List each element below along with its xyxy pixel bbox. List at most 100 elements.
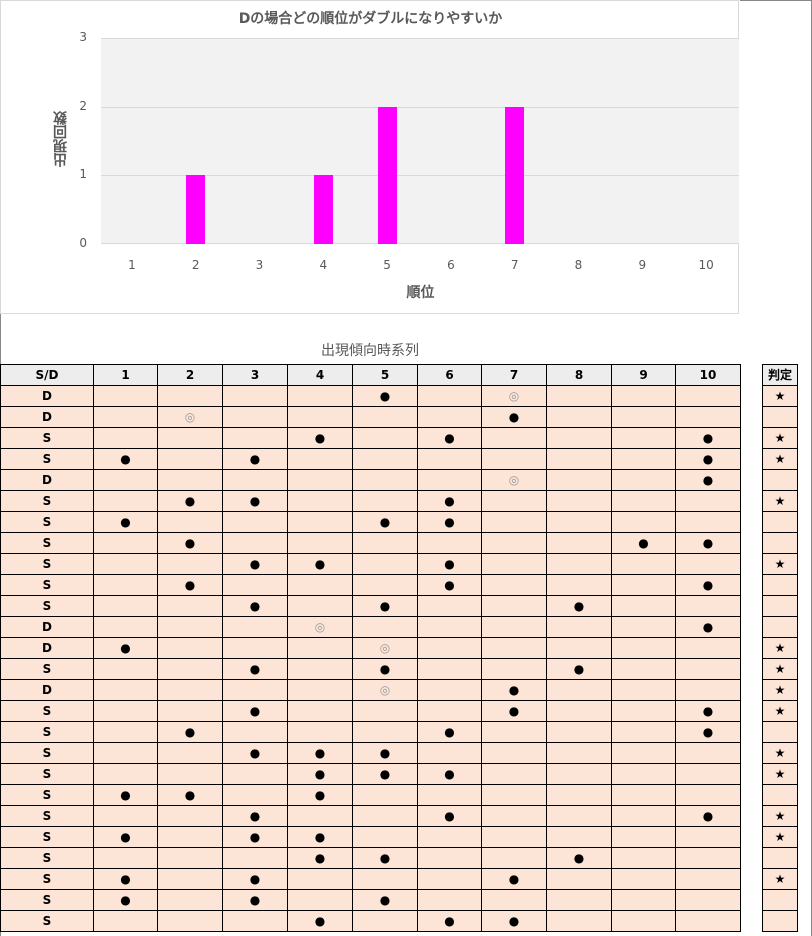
filled-circle-mark[interactable]: ● bbox=[417, 805, 482, 827]
empty-cell[interactable] bbox=[93, 616, 158, 638]
empty-cell[interactable] bbox=[417, 889, 482, 911]
empty-cell[interactable] bbox=[352, 700, 418, 722]
filled-circle-mark[interactable]: ● bbox=[417, 511, 482, 533]
empty-cell[interactable] bbox=[417, 385, 482, 407]
empty-cell[interactable] bbox=[611, 721, 676, 743]
empty-cell[interactable] bbox=[675, 742, 741, 764]
filled-circle-mark[interactable]: ● bbox=[93, 868, 158, 890]
empty-cell[interactable] bbox=[93, 385, 158, 407]
sd-cell[interactable]: S bbox=[0, 490, 94, 512]
filled-circle-mark[interactable]: ● bbox=[611, 532, 676, 554]
filled-circle-mark[interactable]: ● bbox=[93, 784, 158, 806]
empty-cell[interactable] bbox=[222, 574, 288, 596]
empty-cell[interactable] bbox=[417, 679, 482, 701]
empty-cell[interactable] bbox=[481, 721, 547, 743]
empty-cell[interactable] bbox=[157, 553, 223, 575]
empty-cell[interactable] bbox=[546, 826, 612, 848]
empty-cell[interactable] bbox=[762, 532, 798, 554]
sd-cell[interactable]: S bbox=[0, 826, 94, 848]
empty-cell[interactable] bbox=[481, 784, 547, 806]
filled-circle-mark[interactable]: ● bbox=[675, 448, 741, 470]
filled-circle-mark[interactable]: ● bbox=[222, 595, 288, 617]
column-header[interactable]: 8 bbox=[546, 364, 612, 386]
empty-cell[interactable] bbox=[352, 490, 418, 512]
empty-cell[interactable] bbox=[93, 847, 158, 869]
empty-cell[interactable] bbox=[481, 826, 547, 848]
filled-circle-mark[interactable]: ● bbox=[675, 721, 741, 743]
empty-cell[interactable] bbox=[287, 805, 353, 827]
empty-cell[interactable] bbox=[352, 826, 418, 848]
empty-cell[interactable] bbox=[675, 406, 741, 428]
empty-cell[interactable] bbox=[287, 679, 353, 701]
empty-cell[interactable] bbox=[611, 469, 676, 491]
filled-circle-mark[interactable]: ● bbox=[481, 910, 547, 932]
empty-cell[interactable] bbox=[611, 490, 676, 512]
empty-cell[interactable] bbox=[222, 847, 288, 869]
empty-cell[interactable] bbox=[352, 406, 418, 428]
column-header[interactable]: 5 bbox=[352, 364, 418, 386]
filled-circle-mark[interactable]: ● bbox=[157, 490, 223, 512]
filled-circle-mark[interactable]: ● bbox=[675, 616, 741, 638]
empty-cell[interactable] bbox=[157, 910, 223, 932]
empty-cell[interactable] bbox=[481, 658, 547, 680]
sd-cell[interactable]: S bbox=[0, 427, 94, 449]
empty-cell[interactable] bbox=[157, 469, 223, 491]
bar-2[interactable] bbox=[186, 175, 206, 244]
filled-circle-mark[interactable]: ● bbox=[222, 742, 288, 764]
empty-cell[interactable] bbox=[157, 616, 223, 638]
column-header[interactable]: 3 bbox=[222, 364, 288, 386]
empty-cell[interactable] bbox=[546, 469, 612, 491]
empty-cell[interactable] bbox=[157, 742, 223, 764]
empty-cell[interactable] bbox=[675, 658, 741, 680]
star-icon[interactable]: ★ bbox=[762, 385, 798, 407]
empty-cell[interactable] bbox=[417, 616, 482, 638]
empty-cell[interactable] bbox=[762, 721, 798, 743]
empty-cell[interactable] bbox=[222, 469, 288, 491]
empty-cell[interactable] bbox=[287, 658, 353, 680]
filled-circle-mark[interactable]: ● bbox=[287, 847, 353, 869]
empty-cell[interactable] bbox=[417, 658, 482, 680]
sd-cell[interactable]: S bbox=[0, 658, 94, 680]
filled-circle-mark[interactable]: ● bbox=[93, 637, 158, 659]
empty-cell[interactable] bbox=[481, 595, 547, 617]
filled-circle-mark[interactable]: ● bbox=[481, 700, 547, 722]
empty-cell[interactable] bbox=[222, 385, 288, 407]
empty-cell[interactable] bbox=[352, 910, 418, 932]
filled-circle-mark[interactable]: ● bbox=[352, 511, 418, 533]
sd-cell[interactable]: D bbox=[0, 406, 94, 428]
empty-cell[interactable] bbox=[611, 763, 676, 785]
empty-cell[interactable] bbox=[93, 658, 158, 680]
double-circle-mark[interactable]: ◎ bbox=[287, 616, 353, 638]
filled-circle-mark[interactable]: ● bbox=[675, 427, 741, 449]
empty-cell[interactable] bbox=[762, 847, 798, 869]
empty-cell[interactable] bbox=[222, 784, 288, 806]
filled-circle-mark[interactable]: ● bbox=[352, 595, 418, 617]
empty-cell[interactable] bbox=[417, 700, 482, 722]
bar-4[interactable] bbox=[313, 175, 333, 244]
empty-cell[interactable] bbox=[157, 826, 223, 848]
empty-cell[interactable] bbox=[222, 532, 288, 554]
empty-cell[interactable] bbox=[546, 805, 612, 827]
empty-cell[interactable] bbox=[546, 490, 612, 512]
double-circle-mark[interactable]: ◎ bbox=[157, 406, 223, 428]
sd-cell[interactable]: S bbox=[0, 784, 94, 806]
empty-cell[interactable] bbox=[93, 406, 158, 428]
empty-cell[interactable] bbox=[762, 574, 798, 596]
empty-cell[interactable] bbox=[157, 763, 223, 785]
column-header[interactable]: 10 bbox=[675, 364, 741, 386]
empty-cell[interactable] bbox=[481, 532, 547, 554]
filled-circle-mark[interactable]: ● bbox=[222, 826, 288, 848]
empty-cell[interactable] bbox=[417, 532, 482, 554]
empty-cell[interactable] bbox=[611, 910, 676, 932]
filled-circle-mark[interactable]: ● bbox=[546, 847, 612, 869]
filled-circle-mark[interactable]: ● bbox=[222, 889, 288, 911]
empty-cell[interactable] bbox=[675, 637, 741, 659]
empty-cell[interactable] bbox=[762, 511, 798, 533]
empty-cell[interactable] bbox=[93, 742, 158, 764]
empty-cell[interactable] bbox=[417, 784, 482, 806]
empty-cell[interactable] bbox=[481, 742, 547, 764]
empty-cell[interactable] bbox=[287, 406, 353, 428]
star-icon[interactable]: ★ bbox=[762, 868, 798, 890]
filled-circle-mark[interactable]: ● bbox=[417, 910, 482, 932]
empty-cell[interactable] bbox=[675, 826, 741, 848]
